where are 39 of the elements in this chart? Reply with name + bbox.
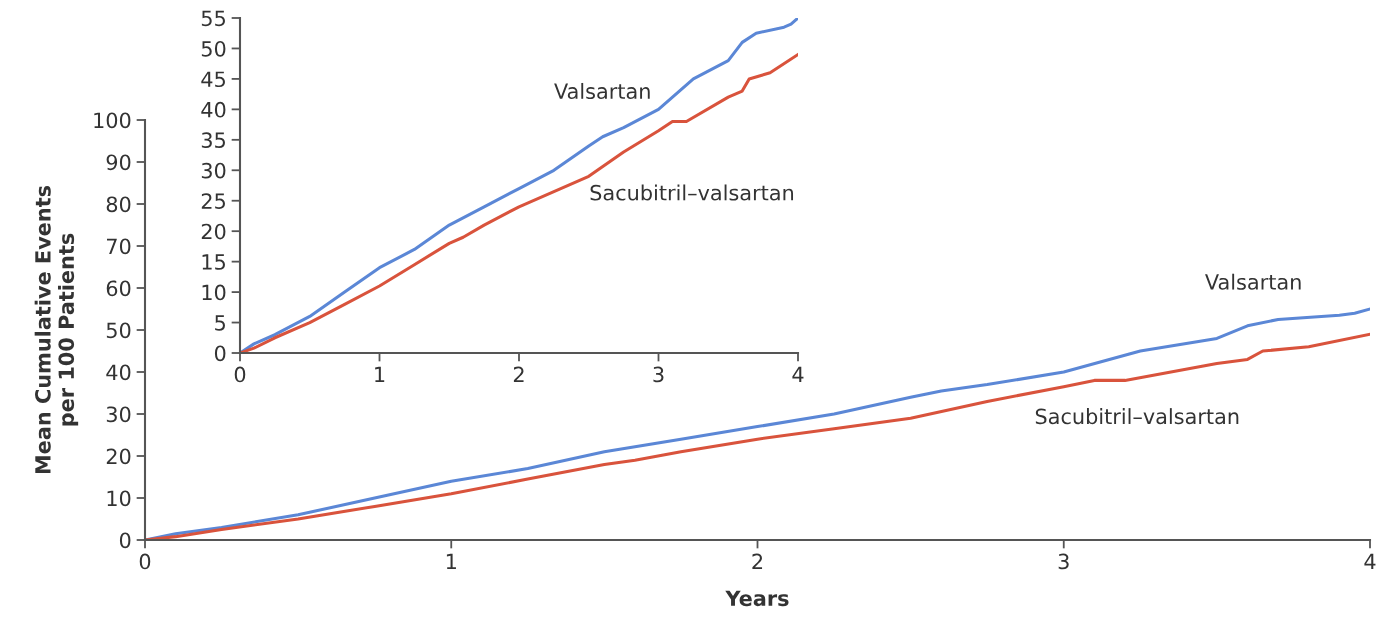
y-tick-label: 100 [94, 112, 131, 129]
series-label: Sacubitril–valsartan [590, 184, 794, 201]
y-tick-label: 80 [106, 196, 131, 213]
y-tick-label: 50 [106, 322, 131, 339]
y-tick-label: 55 [201, 10, 225, 27]
series-label: Valsartan [554, 82, 650, 100]
y-tick-label: 40 [201, 101, 226, 118]
x-axis-title: Years [725, 590, 789, 607]
y-tick-label: 0 [119, 532, 131, 549]
y-tick-label: 45 [201, 71, 225, 88]
x-tick-label: 4 [792, 366, 804, 383]
y-axis-title: Mean Cumulative Events per 100 Patients [34, 185, 79, 474]
y-tick-label: 70 [107, 238, 131, 255]
series-label: Sacubitril–valsartan [1035, 408, 1239, 425]
y-tick-label: 5 [215, 315, 225, 331]
y-tick-label: 15 [202, 254, 225, 270]
y-tick-label: 60 [106, 280, 131, 297]
x-tick-label: 1 [446, 553, 456, 570]
y-tick-label: 90 [106, 154, 131, 171]
y-tick-label: 20 [106, 448, 131, 465]
x-tick-label: 3 [653, 366, 664, 383]
y-tick-label: 10 [107, 490, 131, 507]
y-tick-label: 20 [201, 223, 226, 240]
series-label: Valsartan [1205, 273, 1301, 290]
y-tick-label: 35 [201, 132, 225, 149]
y-tick-label: 50 [201, 40, 226, 57]
x-tick-label: 0 [234, 366, 246, 383]
y-tick-label: 0 [214, 345, 226, 362]
x-tick-label: 3 [1058, 553, 1069, 570]
x-tick-label: 1 [375, 366, 385, 383]
x-tick-label: 0 [139, 553, 151, 570]
x-tick-label: 2 [513, 366, 524, 383]
x-tick-label: 4 [1364, 553, 1376, 570]
y-tick-label: 25 [201, 193, 225, 209]
y-tick-label: 30 [106, 406, 131, 423]
y-tick-label: 10 [202, 284, 226, 301]
y-tick-label: 30 [201, 162, 226, 179]
y-tick-label: 40 [106, 364, 131, 381]
x-tick-label: 2 [752, 553, 763, 570]
